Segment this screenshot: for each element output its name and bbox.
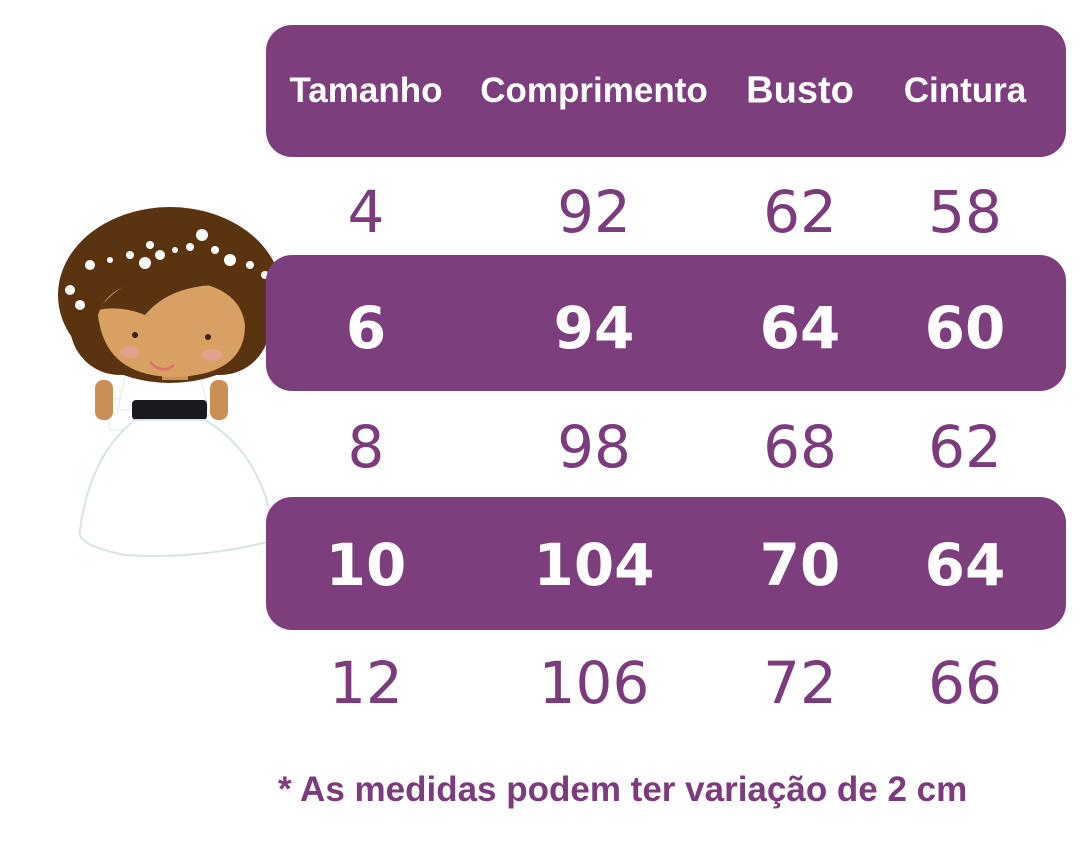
cell-tamanho: 10 [325,531,407,599]
cell-tamanho: 4 [347,178,385,246]
footnote: * As medidas podem ter variação de 2 cm [278,770,968,809]
cell-busto: 70 [759,531,841,599]
cell-tamanho: 12 [329,649,403,717]
cell-cintura: 64 [924,531,1006,599]
cell-comprimento: 92 [557,178,631,246]
cell-busto: 72 [763,649,837,717]
header-tamanho: Tamanho [289,71,443,110]
row-band [266,497,1066,630]
cell-cintura: 66 [928,649,1002,717]
header-busto: Busto [746,69,854,112]
cell-busto: 62 [763,178,837,246]
cell-tamanho: 8 [347,413,385,481]
header-comprimento: Comprimento [480,71,708,110]
cell-comprimento: 106 [538,649,650,717]
cell-busto: 68 [763,413,837,481]
cell-cintura: 62 [928,413,1002,481]
cell-cintura: 58 [928,178,1002,246]
header-cintura: Cintura [903,71,1027,110]
girl-illustration-icon [58,207,282,557]
cell-comprimento: 94 [553,294,635,362]
row-band [266,255,1066,391]
cell-cintura: 60 [924,294,1006,362]
cell-tamanho: 6 [345,294,387,362]
cell-comprimento: 98 [557,413,631,481]
header-band [266,25,1066,157]
cell-comprimento: 104 [533,531,655,599]
cell-busto: 64 [759,294,841,362]
